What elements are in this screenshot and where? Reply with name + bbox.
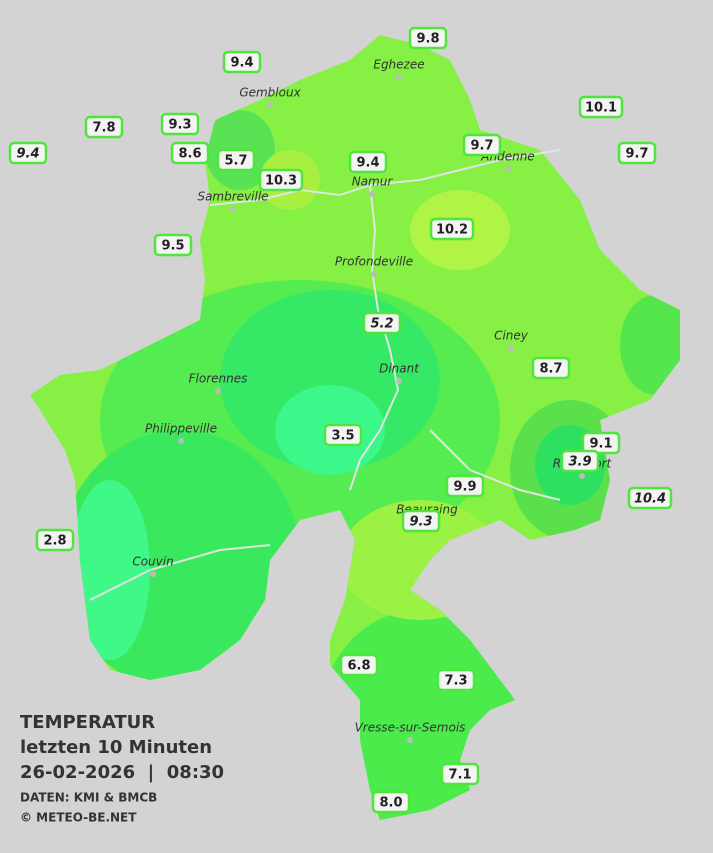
station-value: 9.4 bbox=[356, 156, 379, 171]
station-box bbox=[258, 168, 304, 192]
legend-source: DATEN: KMI & BMCB bbox=[20, 791, 157, 805]
station-value: 9.9 bbox=[453, 480, 476, 495]
city-label: Vresse-sur-Semois bbox=[355, 721, 466, 735]
station-box bbox=[222, 50, 262, 74]
city-dot bbox=[230, 206, 236, 212]
station-box bbox=[578, 95, 624, 119]
station-box bbox=[35, 528, 75, 552]
legend-subtitle: letzten 10 Minuten bbox=[20, 737, 212, 758]
station-value: 3.9 bbox=[568, 455, 591, 470]
city-label: Ciney bbox=[494, 329, 529, 343]
city-dot bbox=[369, 191, 375, 197]
station-box bbox=[8, 141, 48, 165]
city-dot bbox=[150, 571, 156, 577]
station-value: 2.8 bbox=[43, 534, 66, 549]
station-box bbox=[560, 449, 600, 473]
station-value: 9.8 bbox=[416, 32, 439, 47]
city-label: Couvin bbox=[132, 555, 173, 569]
city-dot bbox=[267, 102, 273, 108]
city-dot bbox=[407, 737, 413, 743]
city-label: Namur bbox=[352, 175, 394, 189]
station-box bbox=[339, 653, 379, 677]
station-box bbox=[216, 148, 256, 172]
station-value: 6.8 bbox=[347, 659, 370, 674]
station-value: 8.6 bbox=[178, 147, 201, 162]
station-value: 7.3 bbox=[444, 674, 467, 689]
station-value: 5.7 bbox=[224, 154, 247, 169]
station-box bbox=[617, 141, 657, 165]
station-box bbox=[170, 141, 210, 165]
station-box bbox=[84, 115, 124, 139]
station-value: 7.1 bbox=[448, 768, 471, 783]
station-value: 9.3 bbox=[168, 118, 191, 133]
city-dot bbox=[371, 271, 377, 277]
station-box bbox=[401, 509, 441, 533]
station-value: 3.5 bbox=[331, 429, 354, 444]
station-value: 10.3 bbox=[265, 174, 297, 189]
city-dot bbox=[508, 345, 514, 351]
station-box bbox=[445, 474, 485, 498]
station-value: 7.8 bbox=[92, 121, 115, 136]
city-label: Sambreville bbox=[197, 190, 268, 204]
station-box bbox=[323, 423, 363, 447]
station-box bbox=[371, 790, 411, 814]
station-value: 5.2 bbox=[370, 317, 393, 332]
city-label: Profondeville bbox=[335, 255, 413, 269]
legend-copyright: © METEO-BE.NET bbox=[20, 811, 137, 825]
city-label: Dinant bbox=[379, 362, 420, 376]
station-box bbox=[462, 133, 502, 157]
station-value: 9.1 bbox=[589, 437, 612, 452]
station-value: 10.4 bbox=[634, 492, 666, 507]
station-box bbox=[440, 762, 480, 786]
station-box bbox=[627, 486, 673, 510]
station-box bbox=[436, 668, 476, 692]
station-value: 9.4 bbox=[16, 147, 39, 162]
legend-title: TEMPERATUR bbox=[20, 712, 155, 733]
city-label: Gembloux bbox=[239, 86, 301, 100]
city-dot bbox=[579, 473, 585, 479]
station-value: 9.4 bbox=[230, 56, 253, 71]
station-box bbox=[153, 233, 193, 257]
city-label: Eghezee bbox=[373, 58, 424, 72]
station-value: 9.3 bbox=[409, 515, 432, 530]
city-dot bbox=[396, 74, 402, 80]
station-box bbox=[531, 356, 571, 380]
station-value: 9.7 bbox=[470, 139, 493, 154]
station-value: 10.2 bbox=[436, 223, 468, 238]
city-dot bbox=[178, 438, 184, 444]
city-label: Florennes bbox=[189, 372, 248, 386]
station-value: 10.1 bbox=[585, 101, 617, 116]
station-box bbox=[348, 150, 388, 174]
station-value: 8.7 bbox=[539, 362, 562, 377]
city-dot bbox=[396, 378, 402, 384]
station-value: 8.0 bbox=[379, 796, 402, 811]
station-box bbox=[408, 26, 448, 50]
city-dot bbox=[505, 166, 511, 172]
city-label: Philippeville bbox=[145, 422, 217, 436]
station-box bbox=[581, 431, 621, 455]
station-value: 9.7 bbox=[625, 147, 648, 162]
station-box bbox=[429, 217, 475, 241]
station-box bbox=[362, 311, 402, 335]
station-box bbox=[160, 112, 200, 136]
station-value: 9.5 bbox=[161, 239, 184, 254]
city-dot bbox=[215, 388, 221, 394]
rivers bbox=[89, 149, 561, 601]
legend-datetime: 26-02-2026 | 08:30 bbox=[20, 762, 224, 783]
